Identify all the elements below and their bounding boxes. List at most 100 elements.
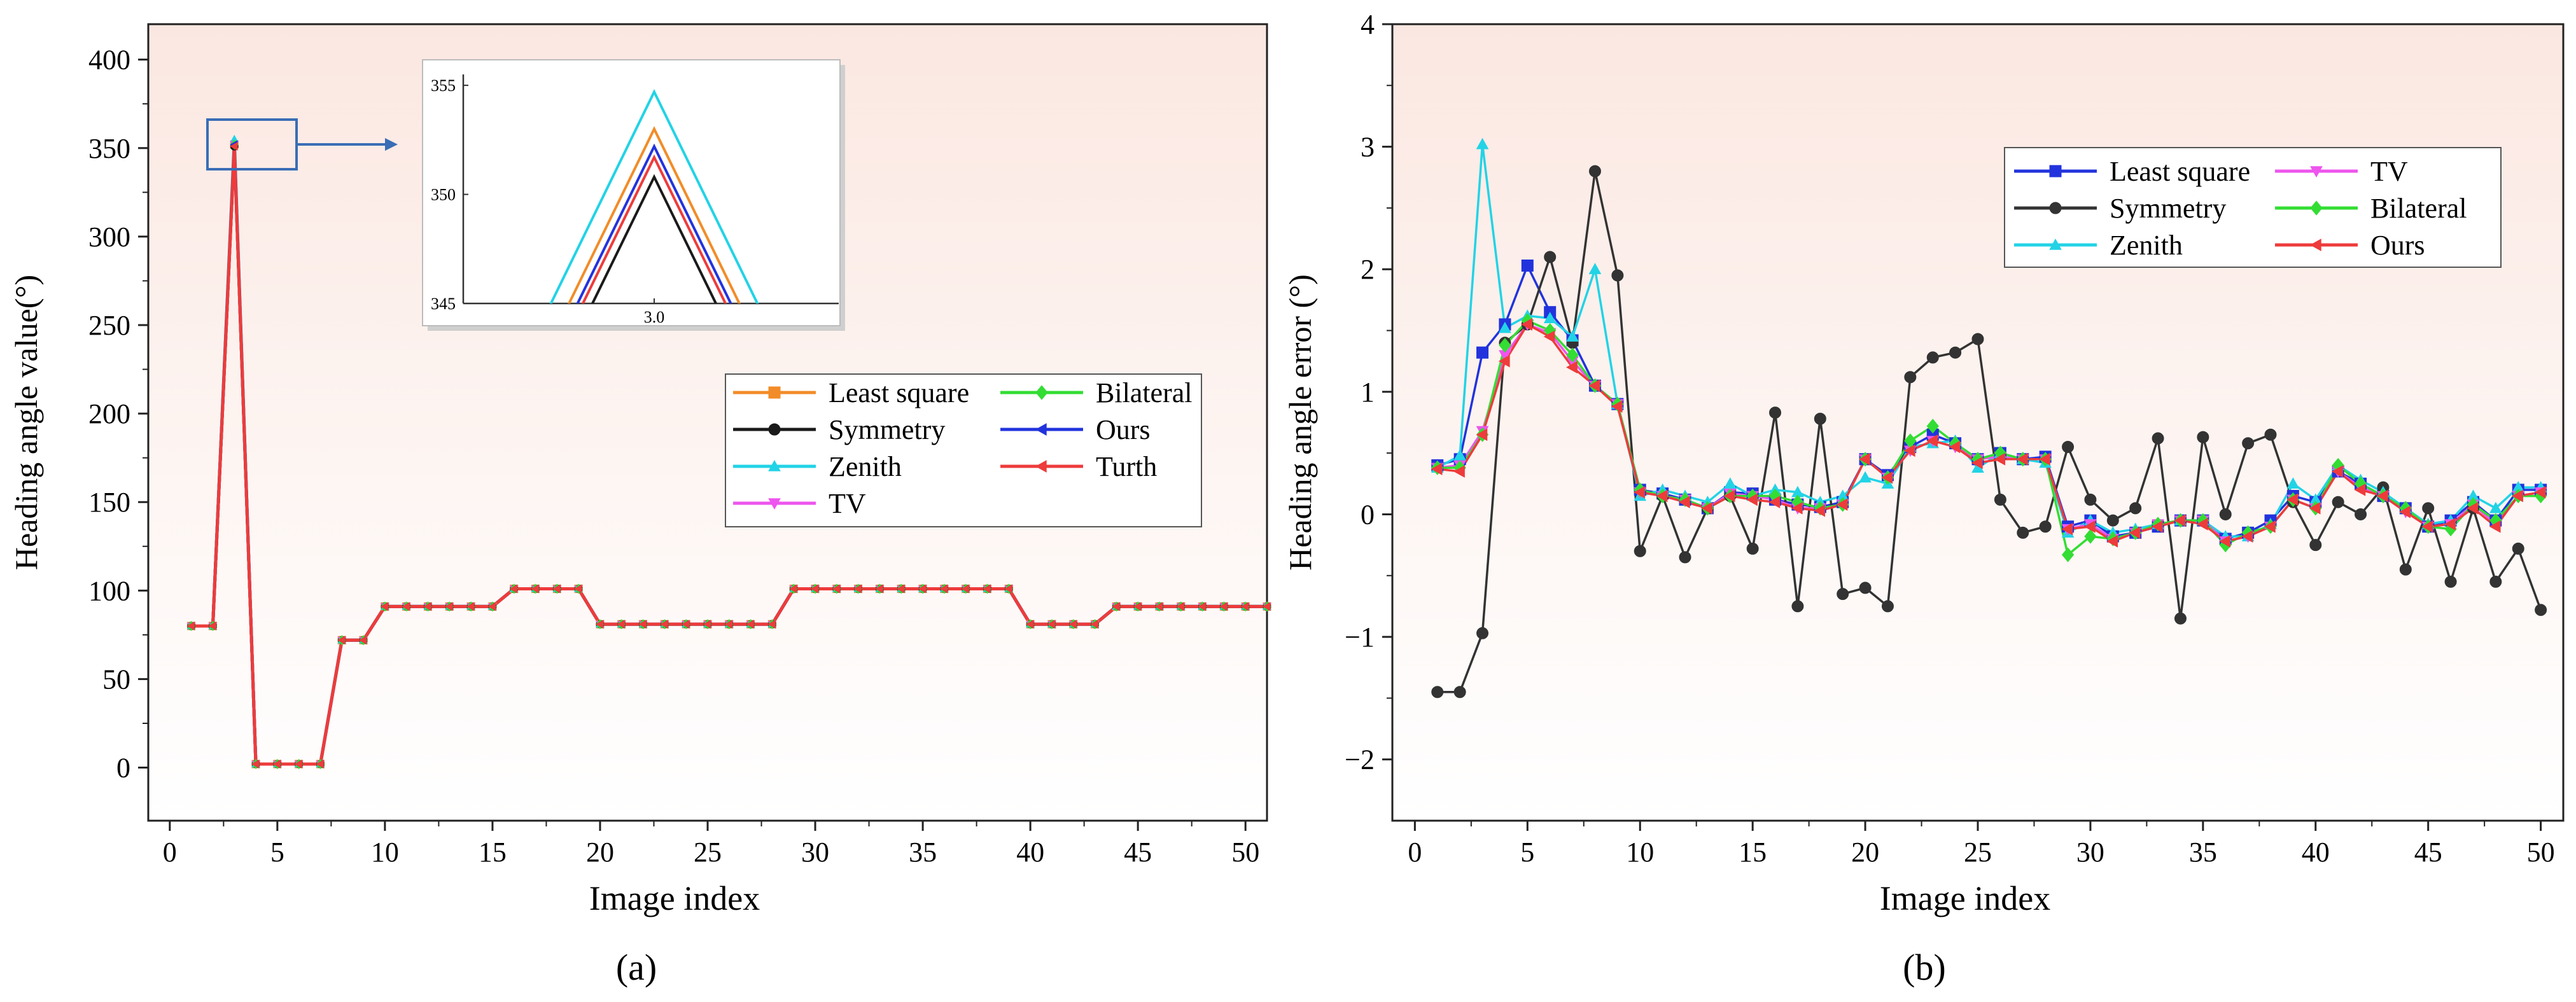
data-point (1949, 346, 1962, 359)
y-tick-label: 400 (88, 45, 130, 76)
panel-label-a: (a) (616, 947, 657, 988)
data-point (337, 636, 346, 645)
data-point (1859, 581, 1872, 594)
data-point (531, 584, 539, 594)
legend-marker (1035, 423, 1047, 436)
data-point (2399, 505, 2411, 518)
data-point (1090, 620, 1098, 629)
data-point (1903, 444, 1915, 457)
x-tick-label: 45 (1124, 837, 1152, 868)
data-point (1521, 259, 1534, 272)
data-point (208, 622, 216, 630)
data-point (1543, 312, 1557, 323)
data-point (2129, 502, 2142, 515)
inset-peak-symmetry (591, 174, 718, 303)
data-point (1656, 489, 1668, 503)
data-point (1431, 686, 1444, 699)
data-point (2197, 431, 2209, 443)
y-tick-label: 150 (88, 487, 130, 518)
y-tick-label: 4 (1361, 9, 1375, 40)
data-point (1814, 504, 1826, 517)
data-point (2061, 522, 2073, 536)
axes-ticks-a: 0 5 10 15 20 25 30 35 40 45 50 0 50 100 150 200 250 300 35… (88, 45, 1259, 868)
legend-label: TV (2370, 156, 2408, 187)
ylabel-b: Heading angle error (°) (1282, 274, 1318, 571)
data-point (2422, 502, 2435, 515)
data-point (1701, 501, 1713, 515)
data-point (703, 620, 711, 629)
data-point (1453, 449, 1467, 461)
data-point (2355, 508, 2367, 520)
data-point (1588, 379, 1600, 393)
data-point (1047, 620, 1056, 629)
legend-marker (2310, 200, 2323, 216)
data-point (1068, 620, 1077, 629)
legend-marker (768, 386, 781, 399)
data-point (487, 602, 496, 611)
data-point (574, 584, 582, 594)
legend-label: Symmetry (2110, 193, 2226, 224)
data-point (2512, 542, 2524, 555)
legend-marker (768, 459, 781, 471)
panel-label-b: (b) (1903, 947, 1946, 988)
data-point (1176, 602, 1185, 611)
zoom-arrow-head (385, 138, 398, 151)
data-point (466, 602, 475, 611)
inset-chart: 345 350 355 3.0 (422, 59, 845, 331)
data-point (1791, 501, 1803, 515)
legend-label: Ours (2370, 230, 2425, 261)
data-point (1746, 542, 1759, 555)
legend-a-box (725, 373, 1202, 527)
legend-label: Bilateral (2370, 193, 2467, 224)
data-point (1723, 489, 1735, 503)
data-point (1768, 496, 1781, 509)
x-tick-label: 25 (1964, 837, 1992, 868)
data-point (1836, 498, 1848, 511)
x-tick-label: 50 (1231, 837, 1259, 868)
inset-x-tick-label: 3.0 (644, 308, 665, 326)
data-point (1611, 400, 1623, 413)
data-point (2084, 529, 2097, 544)
x-tick-label: 20 (1851, 837, 1879, 868)
data-point (1543, 330, 1555, 344)
data-point (1499, 321, 1511, 333)
data-point (1881, 471, 1893, 484)
x-tick-label: 35 (2189, 837, 2217, 868)
data-point (1198, 602, 1206, 611)
panel-a: 0 5 10 15 20 25 30 35 40 45 50 0 50 100 150 200 250 300 35… (8, 23, 1271, 988)
data-point (2152, 520, 2163, 533)
inset-y-tick-label: 345 (431, 295, 456, 313)
data-point (2129, 526, 2141, 539)
inset-peak-ours (576, 143, 732, 303)
inset-ticks: 345 350 355 3.0 (431, 76, 664, 326)
x-tick-label: 30 (2076, 837, 2104, 868)
data-point (2016, 452, 2028, 466)
data-point (617, 620, 626, 629)
data-point (2174, 612, 2187, 625)
data-point (2354, 484, 2366, 496)
legend-marker (768, 498, 781, 510)
data-point (2106, 534, 2118, 548)
axes-ticks-b: 0 5 10 15 20 25 30 35 40 45 50 −2 −1 0 1 2 3 4 (1345, 9, 2554, 868)
data-point (789, 584, 797, 594)
data-point (1566, 330, 1579, 342)
data-point (2489, 575, 2502, 588)
data-point (1476, 346, 1489, 359)
data-point (961, 584, 969, 594)
legend-label: TV (829, 488, 866, 519)
data-point (2286, 493, 2299, 506)
data-point (1453, 686, 1466, 699)
data-point (423, 602, 431, 611)
data-point (2242, 437, 2255, 450)
data-point (2489, 501, 2502, 513)
y-tick-label: −1 (1345, 622, 1375, 653)
legend-label: Turth (1096, 451, 1157, 482)
data-point (2309, 501, 2321, 515)
data-point (2286, 477, 2300, 489)
legend-marker (768, 423, 781, 436)
data-point (1949, 440, 1961, 454)
data-point (2083, 520, 2096, 533)
data-point (1262, 602, 1271, 611)
legend-label: Ours (1096, 414, 1151, 445)
data-point (1926, 419, 1939, 434)
